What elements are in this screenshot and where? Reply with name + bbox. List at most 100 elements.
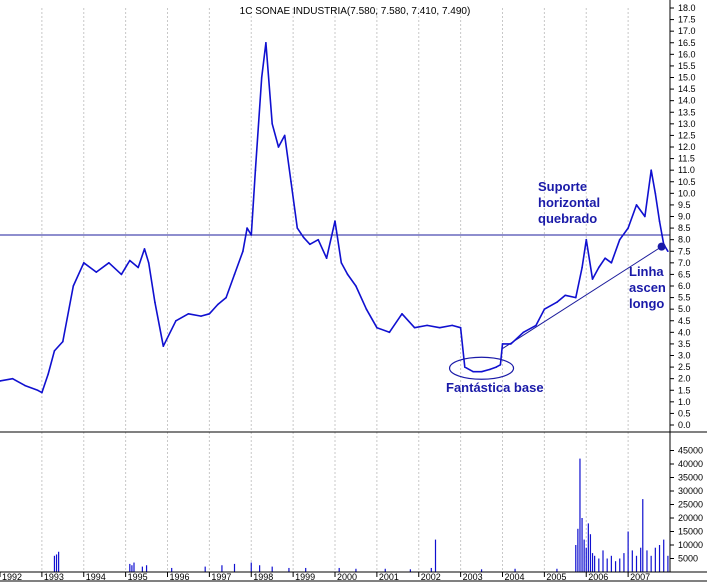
price-point bbox=[438, 326, 441, 329]
annotation-label: horizontal bbox=[538, 195, 600, 210]
y-tick-label: 0.0 bbox=[678, 420, 691, 430]
x-tick-label: 1996 bbox=[170, 572, 190, 582]
price-point bbox=[585, 238, 588, 241]
volume-y-tick-label: 5000 bbox=[678, 554, 698, 564]
volume-bar bbox=[627, 531, 629, 572]
price-point bbox=[143, 248, 146, 250]
y-tick-label: 13.5 bbox=[678, 107, 696, 117]
price-point bbox=[667, 250, 669, 253]
x-tick-label: 1999 bbox=[295, 572, 315, 582]
price-point bbox=[47, 373, 49, 375]
trend-line bbox=[502, 246, 662, 349]
x-tick-label: 2003 bbox=[463, 572, 483, 582]
volume-bar bbox=[579, 458, 581, 572]
volume-bar bbox=[623, 553, 625, 572]
volume-bar bbox=[131, 565, 133, 572]
volume-y-tick-label: 45000 bbox=[678, 446, 703, 456]
x-tick-label: 2002 bbox=[421, 572, 441, 582]
price-point bbox=[317, 238, 320, 241]
volume-y-tick-label: 20000 bbox=[678, 513, 703, 523]
x-tick-label: 2005 bbox=[546, 572, 566, 582]
x-tick-label: 1994 bbox=[86, 572, 106, 582]
price-point bbox=[72, 285, 75, 287]
price-point bbox=[225, 296, 227, 299]
volume-bar bbox=[355, 568, 357, 572]
volume-y-tick-label: 40000 bbox=[678, 459, 703, 469]
price-point bbox=[581, 266, 583, 269]
volume-bar bbox=[635, 555, 638, 572]
annotation-label: longo bbox=[629, 296, 664, 311]
price-point bbox=[271, 123, 273, 125]
price-point bbox=[265, 41, 267, 44]
price-point bbox=[618, 238, 621, 241]
volume-bar bbox=[145, 565, 148, 572]
volume-bar bbox=[171, 567, 173, 572]
price-point bbox=[543, 308, 546, 310]
y-tick-label: 11.0 bbox=[678, 165, 695, 175]
price-point bbox=[501, 343, 504, 345]
volume-y-tick-label: 30000 bbox=[678, 486, 703, 496]
price-point bbox=[376, 326, 378, 329]
volume-bar bbox=[594, 555, 596, 572]
price-point bbox=[302, 236, 305, 239]
price-point bbox=[522, 331, 525, 334]
price-point bbox=[129, 259, 131, 262]
y-tick-label: 3.0 bbox=[678, 351, 691, 361]
volume-bar bbox=[589, 534, 592, 572]
volume-bar bbox=[654, 547, 656, 572]
y-tick-label: 17.5 bbox=[678, 15, 696, 25]
y-tick-label: 9.5 bbox=[678, 200, 691, 210]
price-point bbox=[658, 220, 661, 222]
volume-y-tick-label: 25000 bbox=[678, 500, 703, 510]
price-point bbox=[296, 227, 299, 229]
annotation-label: Fantástica base bbox=[446, 380, 544, 395]
price-point bbox=[499, 363, 502, 366]
volume-bar bbox=[585, 547, 587, 572]
y-tick-label: 0.5 bbox=[678, 408, 691, 418]
y-tick-label: 12.0 bbox=[678, 142, 696, 152]
y-tick-label: 7.5 bbox=[678, 246, 691, 256]
chart-title: 1C SONAE INDUSTRIA(7.580, 7.580, 7.410, … bbox=[240, 6, 471, 17]
volume-bar bbox=[305, 567, 307, 572]
price-point bbox=[260, 76, 263, 79]
price-point bbox=[340, 262, 343, 264]
y-tick-label: 2.0 bbox=[678, 374, 691, 384]
y-tick-label: 18.0 bbox=[678, 3, 696, 13]
volume-bar bbox=[133, 562, 135, 572]
price-point bbox=[216, 303, 219, 306]
volume-bar bbox=[409, 569, 411, 572]
price-point bbox=[635, 204, 638, 206]
price-point bbox=[154, 301, 156, 304]
annotation-label: ascen bbox=[629, 280, 666, 295]
y-tick-label: 12.5 bbox=[678, 130, 696, 140]
price-point bbox=[200, 315, 202, 317]
volume-bar bbox=[575, 545, 577, 572]
annotation-label: quebrado bbox=[538, 211, 597, 226]
price-point bbox=[495, 366, 498, 368]
y-tick-label: 6.5 bbox=[678, 269, 691, 279]
y-tick-label: 15.0 bbox=[678, 73, 696, 83]
price-point bbox=[277, 146, 280, 148]
volume-bar bbox=[338, 567, 340, 572]
price-point bbox=[464, 366, 466, 368]
volume-bar bbox=[58, 551, 60, 572]
price-point bbox=[24, 384, 26, 387]
y-tick-label: 1.5 bbox=[678, 385, 691, 395]
price-point bbox=[246, 227, 248, 229]
price-point bbox=[489, 368, 491, 371]
volume-bar bbox=[233, 563, 236, 572]
y-tick-label: 5.0 bbox=[678, 304, 691, 314]
price-point bbox=[120, 273, 123, 276]
price-point bbox=[82, 262, 85, 264]
x-tick-label: 2000 bbox=[337, 572, 357, 582]
price-point bbox=[510, 343, 512, 345]
volume-bar bbox=[650, 555, 652, 572]
y-tick-label: 3.5 bbox=[678, 339, 691, 349]
volume-bar bbox=[606, 558, 608, 572]
volume-bar bbox=[55, 554, 58, 572]
chart-marks bbox=[0, 41, 670, 394]
price-point bbox=[250, 234, 253, 236]
volume-bar bbox=[619, 558, 621, 572]
price-point bbox=[459, 326, 462, 329]
price-point bbox=[242, 250, 244, 253]
